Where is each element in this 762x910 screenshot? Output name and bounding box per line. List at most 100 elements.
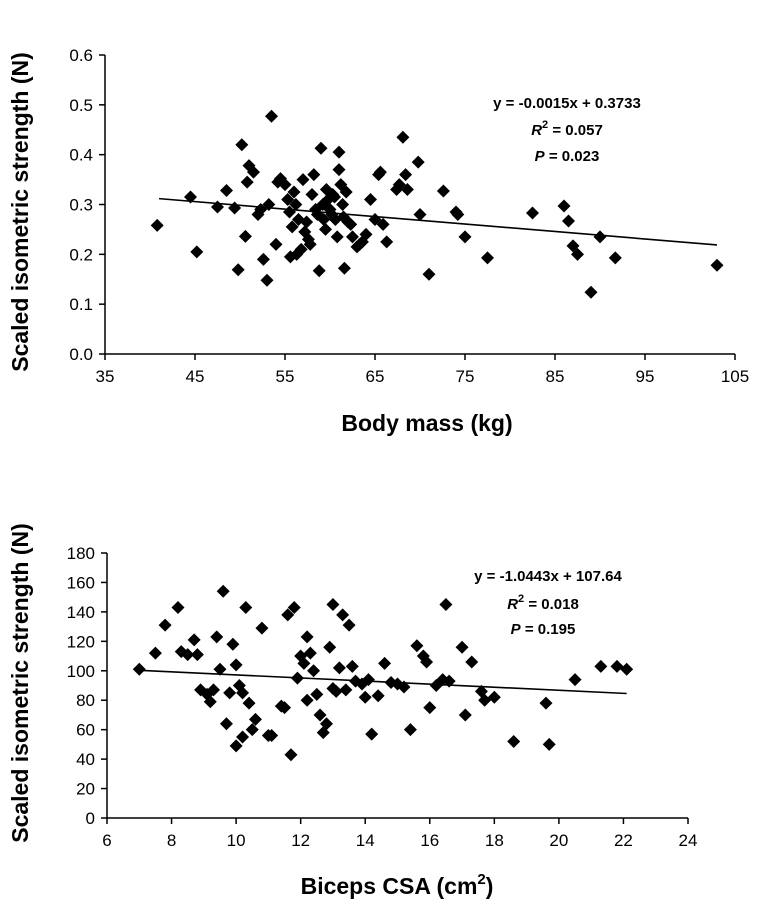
chart2-data-point [594, 659, 608, 673]
chart2-data-point [458, 708, 472, 722]
chart1-data-point [303, 237, 317, 251]
chart2-equation: y = -1.0443x + 107.64 [474, 568, 622, 585]
chart2-data-point [403, 723, 417, 737]
chart2-data-point [203, 695, 217, 709]
chart1-x-tick-label: 65 [366, 367, 385, 386]
chart1-data-point [571, 247, 584, 261]
chart2-points [132, 584, 634, 762]
chart2-x-tick-label: 14 [356, 831, 375, 850]
chart2-data-point [439, 598, 453, 612]
chart2-data-point [171, 600, 185, 614]
chart2-y-tick-label: 20 [76, 780, 95, 799]
chart2-data-point [236, 730, 250, 744]
chart1-data-point [235, 138, 249, 152]
chart2-data-point [420, 655, 434, 669]
chart1-data-point [240, 175, 254, 189]
chart1-data-point [392, 178, 406, 192]
chart1-data-point [312, 264, 326, 278]
chart1-x-tick-label: 105 [721, 367, 749, 386]
chart2-y-tick-label: 140 [67, 603, 95, 622]
chart1-data-point [411, 155, 425, 169]
chart1-data-point [307, 168, 321, 182]
chart2-ylabel: Scaled isometric strength (N) [7, 523, 33, 843]
chart2-data-point [365, 727, 379, 741]
chart1-data-point [278, 178, 292, 192]
chart-biceps-csa: Scaled isometric strength (N) 0 20 40 60 80 1… [7, 523, 697, 899]
chart1-data-point [593, 230, 607, 244]
chart2-data-point [329, 684, 343, 698]
chart2-data-point [620, 662, 634, 676]
chart2-x-tick-label: 22 [614, 831, 633, 850]
chart1-data-point [584, 285, 598, 299]
chart1-data-point [220, 184, 233, 198]
chart1-data-point [328, 190, 341, 204]
chart2-x-tick-label: 16 [420, 831, 439, 850]
chart2-xlabel-sup: 2 [477, 871, 485, 888]
chart1-xlabel: Body mass (kg) [341, 410, 512, 436]
chart1-data-point [373, 165, 387, 179]
chart2-data-point [148, 646, 162, 660]
chart2-p-number: = 0.195 [521, 621, 576, 638]
chart2-y-tick-label: 120 [67, 632, 95, 651]
chart1-data-point [376, 217, 390, 231]
chart1-r-squared: R2 = 0.057 [531, 119, 603, 139]
chart1-p-value: P = 0.023 [535, 148, 600, 165]
chart1-r-sup: 2 [542, 119, 548, 131]
chart2-y-tick-label: 0 [86, 809, 95, 828]
chart1-data-point [526, 206, 539, 220]
chart2-data-point [181, 648, 195, 662]
chart2-y-tick-label: 100 [67, 662, 95, 681]
chart2-data-point [210, 630, 224, 644]
chart1-data-point [300, 215, 314, 229]
chart2-data-point [297, 656, 311, 670]
chart2-data-point [339, 683, 353, 697]
chart1-data-point [458, 230, 472, 244]
chart1-data-point [330, 230, 344, 244]
chart1-data-point [710, 258, 724, 272]
chart2-data-point [300, 693, 314, 707]
chart2-data-point [216, 584, 230, 598]
chart1-data-point [228, 201, 242, 215]
chart1-equation: y = -0.0015x + 0.3733 [493, 95, 641, 112]
chart2-data-point [265, 729, 279, 743]
chart1-data-point [283, 250, 297, 264]
chart1-x-tick-label: 85 [546, 367, 565, 386]
chart1-y-tick-label: 0.3 [69, 196, 93, 215]
chart1-trendline [158, 197, 718, 246]
chart1-p-number: = 0.023 [545, 148, 600, 165]
chart2-data-point [371, 689, 385, 703]
chart2-y-tick-label: 180 [67, 544, 95, 563]
chart1-data-point [332, 163, 346, 177]
chart1-data-point [238, 229, 252, 243]
chart1-data-point [346, 230, 359, 244]
chart2-data-point [326, 598, 340, 612]
chart1-data-point [413, 207, 427, 221]
chart2-data-point [345, 659, 359, 673]
chart2-data-point [542, 737, 556, 751]
chart1-y-tick-label: 0.2 [69, 245, 93, 264]
chart2-x-tick-label: 20 [549, 831, 568, 850]
chart2-y-tick-label: 80 [76, 691, 95, 710]
chart2-data-point [226, 637, 240, 651]
chart1-x-tick-label: 45 [186, 367, 205, 386]
chart2-data-point [284, 748, 298, 762]
chart1-r-value: = 0.057 [548, 122, 603, 139]
chart1-x-tick-label: 95 [636, 367, 655, 386]
chart2-data-point [300, 630, 314, 644]
chart1-data-point [317, 212, 331, 226]
chart2-data-point [248, 712, 262, 726]
chart2-data-point [358, 690, 372, 704]
chart1-data-point [332, 145, 346, 159]
chart2-data-point [239, 600, 253, 614]
chart1-data-point [260, 273, 274, 287]
chart1-data-point [359, 227, 373, 241]
chart1-data-point [436, 184, 450, 198]
chart2-data-point [410, 639, 424, 653]
chart1-y-ticks: 0.0 0.1 0.2 0.3 0.4 0.5 0.6 [69, 46, 105, 364]
chart2-data-point [132, 662, 146, 676]
chart1-data-point [396, 130, 410, 144]
chart1-data-point [305, 188, 319, 202]
chart2-data-point [610, 659, 624, 673]
chart2-data-point [342, 618, 356, 632]
